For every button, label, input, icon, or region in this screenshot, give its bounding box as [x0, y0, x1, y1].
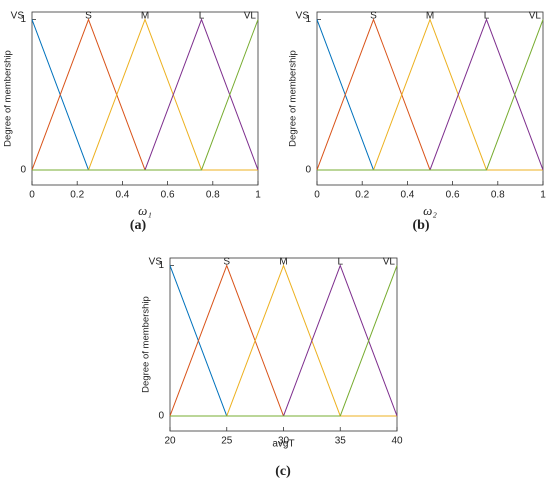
y-axis-label: Degree of membership — [288, 50, 299, 147]
series-label: S — [370, 11, 377, 22]
series-line — [170, 264, 398, 417]
x-tick-label: 30 — [278, 436, 290, 447]
caption: (c) — [275, 464, 291, 479]
caption: (b) — [412, 218, 429, 233]
x-tick-label: 0.6 — [161, 190, 175, 201]
series-line — [169, 264, 397, 417]
x-tick-label: 0.6 — [446, 190, 460, 201]
x-axis-label: avgT — [272, 439, 294, 450]
y-axis-label: Degree of membership — [3, 50, 14, 147]
series-label: L — [484, 11, 490, 22]
x-tick-label: 25 — [221, 436, 233, 447]
series-label: L — [199, 11, 205, 22]
x-tick-label: 40 — [391, 436, 403, 447]
x-tick-label: 0.4 — [400, 190, 414, 201]
plot-frame — [316, 11, 544, 186]
series-line — [169, 265, 397, 417]
series-line — [32, 18, 258, 171]
x-tick-label: 0 — [29, 190, 35, 201]
series-label: S — [85, 11, 92, 22]
y-tick-label: 0 — [20, 165, 26, 176]
series-label: VL — [529, 11, 542, 22]
series-line — [31, 18, 258, 171]
series-line — [170, 264, 397, 417]
series-label: VL — [383, 257, 396, 268]
series-label: VS — [11, 11, 25, 22]
x-tick-label: 0.8 — [491, 190, 505, 201]
series-line — [32, 19, 259, 171]
x-tick-label: 20 — [164, 436, 176, 447]
series-line — [316, 19, 543, 171]
x-axis-label: ω₂ — [423, 203, 437, 218]
x-axis-label: ω₁ — [138, 203, 152, 218]
plot-frame — [31, 11, 259, 186]
y-tick-label: 0 — [158, 411, 164, 422]
series-line — [317, 18, 543, 171]
x-tick-label: 0.8 — [206, 190, 220, 201]
x-tick-label: 0.2 — [70, 190, 84, 201]
x-tick-label: 0 — [314, 190, 320, 201]
series-label: VS — [296, 11, 310, 22]
series-label: VL — [244, 11, 257, 22]
x-tick-label: 35 — [335, 436, 347, 447]
x-tick-label: 0.4 — [115, 190, 129, 201]
series-line — [317, 19, 544, 171]
y-tick-label: 0 — [305, 165, 311, 176]
x-tick-label: 1 — [540, 190, 546, 201]
y-tick-label: 1 — [20, 14, 26, 25]
series-line — [31, 19, 258, 171]
series-line — [170, 265, 398, 417]
series-label: M — [141, 11, 149, 22]
x-tick-label: 1 — [255, 190, 261, 201]
series-line — [32, 18, 259, 171]
plot-frame — [169, 257, 398, 432]
y-tick-label: 1 — [158, 260, 164, 271]
series-line — [317, 18, 544, 171]
series-line — [316, 18, 543, 171]
y-axis-label: Degree of membership — [141, 296, 152, 393]
series-label: M — [279, 257, 287, 268]
series-label: L — [337, 257, 343, 268]
y-tick-label: 1 — [305, 14, 311, 25]
series-label: M — [426, 11, 434, 22]
caption: (a) — [130, 218, 147, 233]
series-label: S — [223, 257, 230, 268]
series-label: VS — [149, 257, 163, 268]
x-tick-label: 0.2 — [355, 190, 369, 201]
